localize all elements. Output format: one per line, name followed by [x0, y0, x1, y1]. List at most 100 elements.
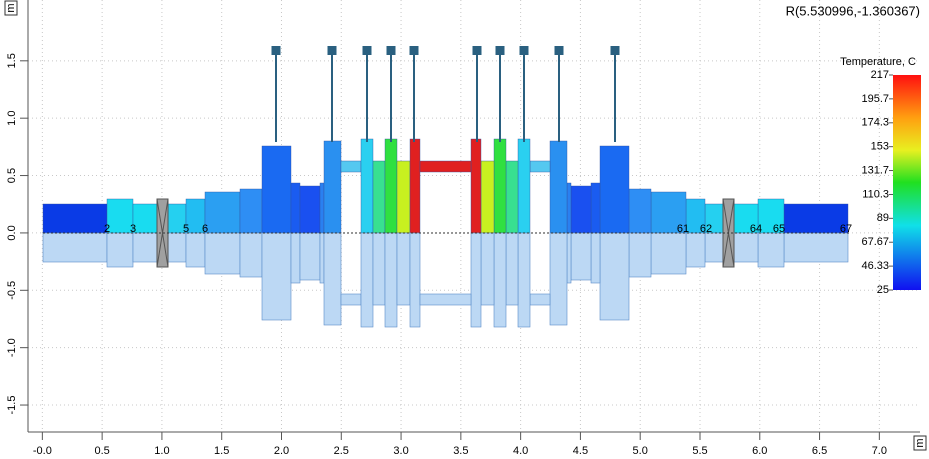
colorbar-tick-label: 131.7: [861, 164, 889, 176]
disc-marker: [472, 46, 482, 55]
rotor-section-lower: [261, 232, 292, 321]
x-tick-label: 1.5: [214, 445, 229, 457]
disc-marker: [386, 46, 396, 55]
disc-marker: [271, 46, 281, 55]
cursor-readout: R(5.530996,-1.360367): [786, 3, 920, 18]
colorbar-tick-label: 217: [871, 69, 889, 81]
rotor-section: [261, 145, 292, 234]
x-tick-label: 5.5: [692, 445, 707, 457]
rotor-section: [42, 203, 108, 234]
rotor-section: [384, 138, 398, 234]
rotor-section: [493, 138, 507, 234]
disc-marker: [610, 46, 620, 55]
node-label: 67: [840, 223, 852, 235]
bearing-cross: [156, 198, 169, 268]
rotor-section-lower: [733, 232, 759, 263]
rotor-section: [409, 138, 421, 234]
rotor-section: [566, 182, 572, 234]
rotor-section: [733, 203, 759, 234]
rotor-section-lower: [42, 232, 108, 263]
rotor-section-lower: [505, 232, 519, 306]
rotor-section-lower: [167, 232, 187, 263]
rotor-section: [470, 138, 482, 234]
rotor-section-lower: [409, 232, 421, 328]
y-tick-label: -1.0: [6, 338, 18, 357]
rotor-section: [132, 203, 158, 234]
colorbar-tick-label: 67.67: [861, 236, 889, 248]
rotor-section-lower: [650, 232, 687, 275]
rotor-section-lower: [470, 232, 482, 328]
rotor-section: [204, 191, 241, 234]
rotor-section-lower: [360, 232, 374, 328]
y-tick-label: 0.5: [6, 168, 18, 183]
node-label: 62: [700, 223, 712, 235]
x-tick-label: 6.0: [752, 445, 767, 457]
disc-marker: [327, 46, 337, 55]
colorbar-tick-label: 153: [871, 141, 889, 153]
x-tick-label: 4.5: [573, 445, 588, 457]
node-label: 5: [183, 223, 189, 235]
rotor-section: [372, 160, 386, 234]
rotor-section: [628, 188, 652, 234]
rotor-section: [549, 140, 568, 234]
rotor-section: [396, 160, 411, 234]
rotor-section-lower: [480, 232, 495, 306]
rotor-section: [360, 138, 374, 234]
rotor-section-lower: [106, 232, 134, 268]
y-tick-label: 1.0: [6, 111, 18, 126]
rotor-section: [650, 191, 687, 234]
colorbar-tick-label: 25: [877, 284, 889, 296]
rotor-section-lower: [290, 232, 301, 284]
colorbar-tick-label: 195.7: [861, 93, 889, 105]
disc-marker: [362, 46, 372, 55]
x-tick-label: 5.0: [633, 445, 648, 457]
rotor-section-lower: [599, 232, 630, 321]
rotor-section-lower: [685, 232, 706, 268]
y-unit-box: [4, 0, 18, 16]
disc-marker: [495, 46, 505, 55]
rotor-section: [517, 138, 531, 234]
x-tick-label: 0.5: [94, 445, 109, 457]
rotor-section-lower: [783, 232, 849, 263]
rotor-section: [419, 160, 472, 173]
rotor-section-lower: [323, 232, 342, 326]
rotor-section-lower: [340, 293, 362, 306]
x-tick-label: -0.0: [33, 445, 52, 457]
node-label: 3: [130, 223, 136, 235]
rotor-section: [599, 145, 630, 234]
rotor-section-lower: [628, 232, 652, 278]
x-tick-label: 2.0: [274, 445, 289, 457]
x-tick-label: 6.5: [812, 445, 827, 457]
rotor-section-lower: [204, 232, 241, 275]
colorbar-tick-label: 89: [877, 212, 889, 224]
colorbar-tick-label: 110.3: [862, 188, 889, 200]
rotor-section: [323, 140, 342, 234]
node-label: 64: [750, 223, 762, 235]
x-tick-label: 3.5: [453, 445, 468, 457]
rotor-section: [319, 182, 325, 234]
rotor-section: [505, 160, 519, 234]
y-unit: m: [5, 3, 17, 12]
rotor-section-lower: [185, 232, 206, 268]
rotor-section-lower: [704, 232, 724, 263]
x-unit: m: [914, 438, 926, 447]
disc-marker: [409, 46, 419, 55]
node-label: 61: [677, 223, 689, 235]
rotor-section-lower: [372, 232, 386, 306]
rotor-section-lower: [239, 232, 263, 278]
node-label: 2: [104, 223, 110, 235]
colorbar-tick-label: 174.3: [861, 117, 889, 129]
rotor-section-lower: [517, 232, 531, 328]
colorbar-tick-label: 46.33: [861, 260, 889, 272]
rotor-section-lower: [757, 232, 785, 268]
rotor-section-lower: [319, 232, 325, 284]
rotor-section: [757, 198, 785, 234]
rotor-section: [783, 203, 849, 234]
rotor-section-lower: [549, 232, 568, 326]
y-tick-label: 1.5: [6, 53, 18, 68]
rotor-section: [340, 160, 362, 173]
x-tick-label: 4.0: [513, 445, 528, 457]
x-tick-label: 1.0: [154, 445, 169, 457]
node-label: 65: [773, 223, 785, 235]
